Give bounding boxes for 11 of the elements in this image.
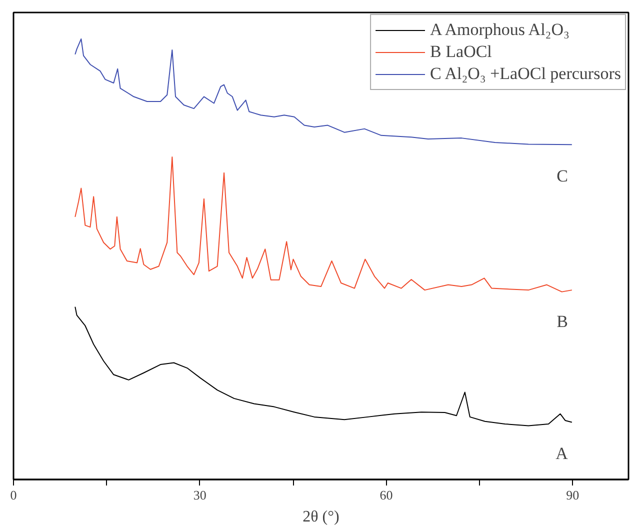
legend-label: C Al₂O₃ +LaOCl percursors	[430, 63, 621, 85]
legend-label: B LaOCl	[430, 41, 492, 63]
annotation: B	[556, 312, 568, 332]
annotation: A	[556, 444, 569, 464]
x-tick-label: 30	[193, 488, 206, 502]
x-tick-label: 0	[10, 488, 17, 502]
x-tick-label: 60	[380, 488, 393, 502]
annotation: C	[556, 166, 568, 186]
x-tick-label: 90	[566, 488, 580, 502]
x-axis-title: 2θ (°)	[302, 508, 340, 526]
legend-label: A Amorphous Al₂O₃	[430, 19, 570, 41]
